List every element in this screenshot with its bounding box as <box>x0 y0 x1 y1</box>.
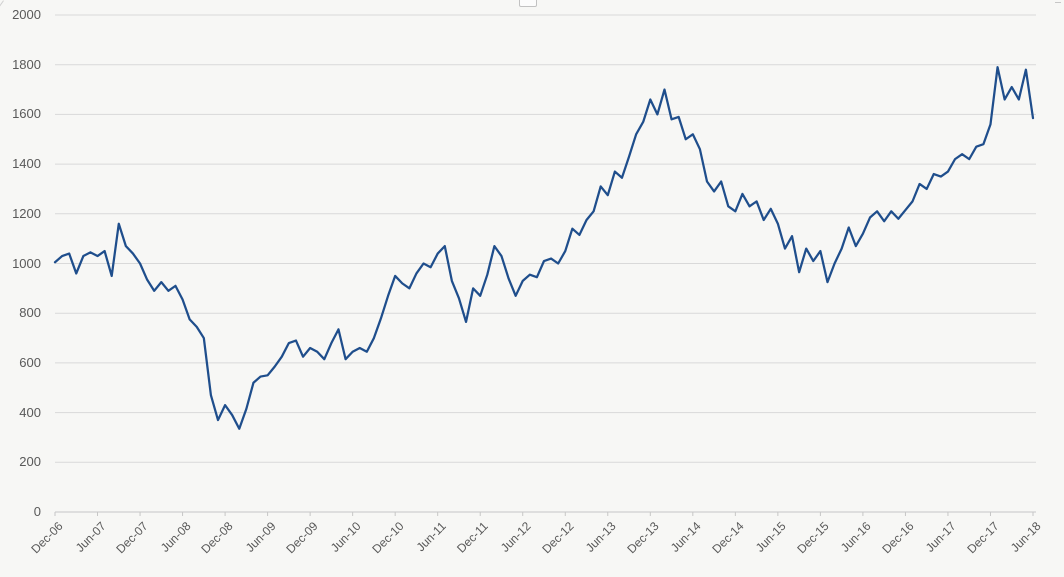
y-axis-tick-label: 1000 <box>12 255 41 271</box>
y-axis-tick-label: 1200 <box>12 205 41 221</box>
y-axis-tick-label: 800 <box>19 305 41 321</box>
y-axis-tick-label: 400 <box>19 404 41 420</box>
y-axis-tick-label: 1800 <box>12 56 41 72</box>
y-axis-tick-label: 2000 <box>12 7 41 22</box>
y-axis-tick-label: 0 <box>33 504 41 519</box>
selection-handle-top <box>519 0 537 7</box>
y-axis-tick-label: 1400 <box>12 156 41 172</box>
selection-handle-top-right <box>1055 2 1061 3</box>
y-axis-tick-label: 1600 <box>12 106 41 122</box>
y-axis-tick-label: 200 <box>19 454 41 470</box>
y-axis-tick-label: 600 <box>19 354 41 370</box>
series-line-index-level <box>53 66 1035 430</box>
